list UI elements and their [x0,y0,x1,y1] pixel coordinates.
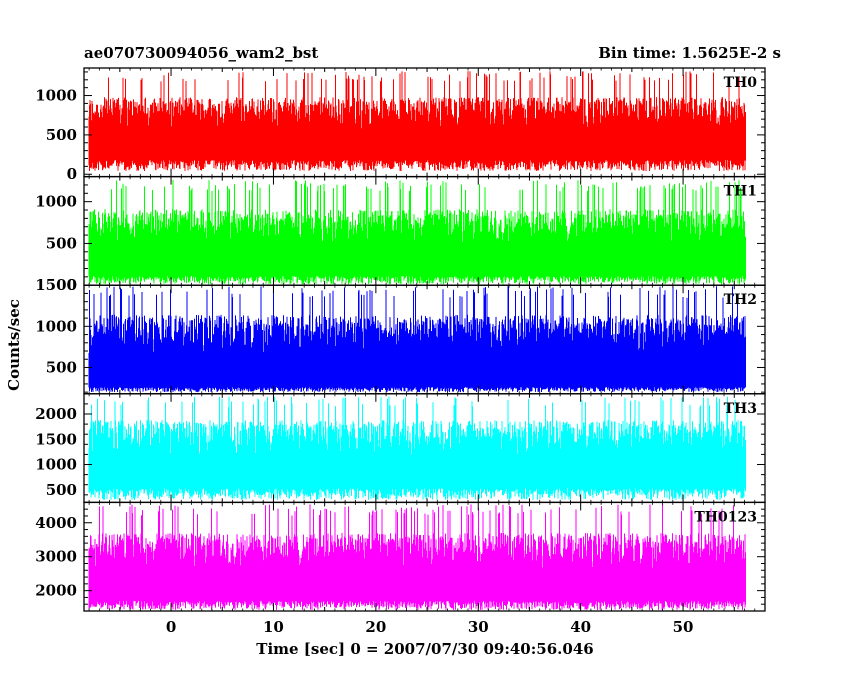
panel-th0: 0 500 1000 TH0 [35,67,766,183]
panel-th3: 500 1000 1500 2000 TH3 [35,393,766,504]
y-tick-label: 1000 [35,193,77,211]
y-tick-label: 1500 [35,430,77,448]
y-tick-label: 1500 [35,276,77,294]
x-axis: 0 10 20 30 40 50 [166,618,694,636]
y-axis-label: Counts/sec [5,299,23,391]
y-tick-label: 500 [46,234,77,252]
panel-th2: 500 1000 1500 TH2 [35,276,766,395]
y-tick-label: 2000 [35,582,77,600]
series-line-th3 [88,396,746,500]
x-tick-label: 30 [468,618,489,636]
chart-title: ae070730094056_wam2_bst [84,44,318,62]
series-label-th1: TH1 [724,184,757,200]
y-tick-label: 0 [67,276,77,294]
y-tick-label: 2000 [35,405,77,423]
series-line-th0 [88,71,746,171]
y-tick-label: 1000 [35,87,77,105]
x-tick-label: 10 [263,618,284,636]
series-label-th0: TH0 [724,75,758,91]
panels-group: 0 500 1000 TH0 0 500 1000 TH1 500 1000 1500 TH2 500 1… [35,67,766,612]
y-tick-label: 500 [46,126,77,144]
y-tick-label: 500 [46,358,77,376]
series-line-th1 [88,180,746,285]
y-tick-label: 4000 [35,514,77,532]
y-tick-label: 500 [46,481,77,499]
bin-time-label: Bin time: 1.5625E-2 s [598,44,781,62]
series-label-th3: TH3 [724,401,757,417]
panel-th1: 0 500 1000 TH1 [35,175,766,294]
panel-th0123: 2000 3000 4000 TH0123 [35,501,766,612]
y-tick-label: 1000 [35,456,77,474]
y-tick-label: 1000 [35,317,77,335]
x-tick-label: 20 [365,618,386,636]
x-tick-label: 50 [673,618,694,636]
x-tick-label: 40 [570,618,591,636]
x-tick-label: 0 [166,618,176,636]
series-line-th0123 [88,504,746,610]
x-axis-label: Time [sec] 0 = 2007/07/30 09:40:56.046 [256,640,593,658]
series-label-th0123: TH0123 [694,509,757,525]
y-tick-label: 3000 [35,548,77,566]
series-line-th2 [88,286,746,393]
y-tick-label: 0 [67,165,77,183]
series-label-th2: TH2 [724,292,757,308]
